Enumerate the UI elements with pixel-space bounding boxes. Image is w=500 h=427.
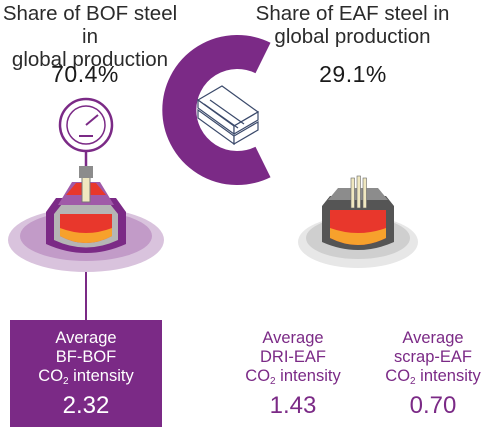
co2-subscript: 2 [270,376,276,387]
eaf-share-value: 29.1% [319,61,387,87]
production-share-ring [162,35,271,185]
dri-eaf-intensity-value: 1.43 [269,392,317,419]
dri-eaf-label-line1: Average [262,329,324,347]
scrap-eaf-label-line1: Average [402,329,464,347]
steel-beams-icon [196,85,260,146]
basic-oxygen-furnace-icon [8,166,164,272]
scrap-eaf-label-line3: CO2 intensity [368,367,498,387]
bof-share-value: 70.4% [51,61,119,87]
co-text: CO [245,367,271,385]
pressure-gauge-icon [58,97,114,168]
eaf-heading-line2: global production [274,25,431,48]
electric-arc-furnace-icon [298,175,418,268]
bf-bof-intensity-box: Average BF-BOF CO2 intensity 2.32 [10,320,162,427]
co-text: CO [38,367,64,385]
co2-subscript: 2 [410,376,416,387]
scrap-eaf-label-line2: scrap-EAF [394,348,472,366]
co2-subscript: 2 [63,376,69,387]
dri-eaf-label: Average DRI-EAF CO2 intensity [228,329,358,387]
intensity-text: intensity [275,367,341,385]
bof-share-heading: Share of BOF steel in global production [0,2,180,71]
scrap-eaf-intensity: Average scrap-EAF CO2 intensity 0.70 [368,329,498,420]
co-text: CO [385,367,411,385]
eaf-share-heading: Share of EAF steel in global production [255,2,450,48]
bf-bof-label-line2: BF-BOF [55,348,117,366]
bof-heading-line2: global production [11,48,169,71]
intensity-text: intensity [415,367,481,385]
scrap-eaf-label: Average scrap-EAF CO2 intensity [368,329,498,387]
dri-eaf-label-line3: CO2 intensity [228,367,358,387]
bf-bof-label-line1: Average [55,329,117,347]
bf-bof-label-line3: CO2 intensity [10,367,162,387]
intensity-text: intensity [68,367,134,385]
scrap-eaf-intensity-value: 0.70 [409,392,457,419]
bf-bof-label: Average BF-BOF CO2 intensity [10,320,162,387]
eaf-heading-line1: Share of EAF steel in [255,2,450,25]
dri-eaf-label-line2: DRI-EAF [260,348,326,366]
bf-bof-intensity-value: 2.32 [62,392,110,419]
bof-heading-line1: Share of BOF steel in [2,2,178,48]
dri-eaf-intensity: Average DRI-EAF CO2 intensity 1.43 [228,329,358,420]
